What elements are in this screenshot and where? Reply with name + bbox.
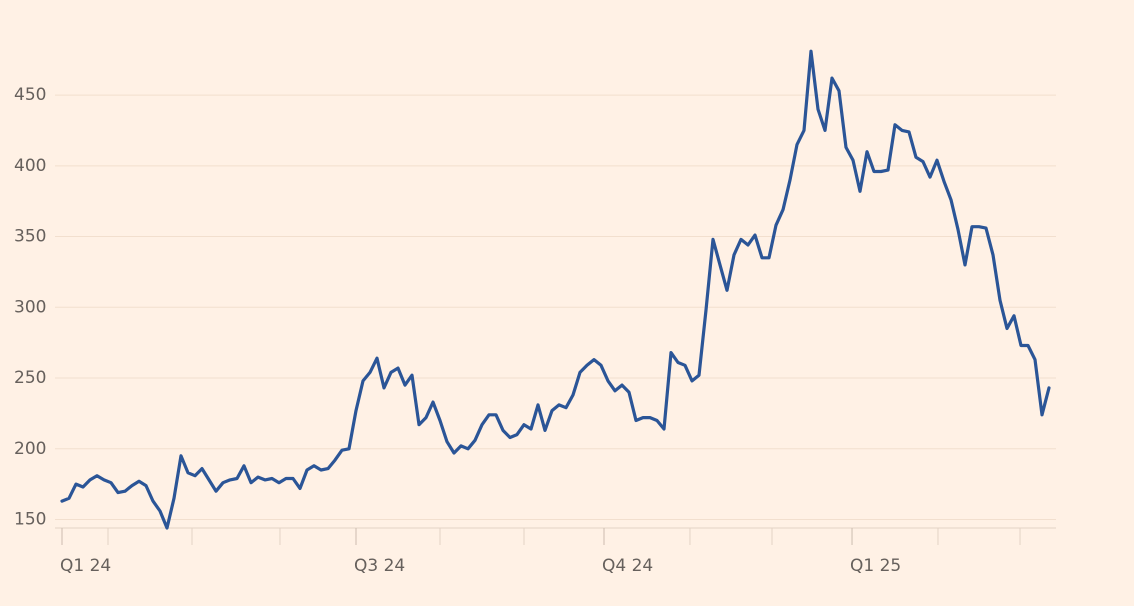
y-tick-label: 200: [14, 439, 46, 459]
y-tick-label: 300: [14, 297, 46, 317]
y-tick-label: 350: [14, 227, 46, 247]
price-line: [60, 49, 1051, 530]
x-tick-label: Q3 24: [354, 556, 405, 576]
y-tick-label: 150: [14, 510, 46, 530]
x-tick-label: Q1 24: [60, 556, 111, 576]
y-tick-label: 250: [14, 368, 46, 388]
x-tick-label: Q4 24: [602, 556, 653, 576]
y-tick-label: 400: [14, 156, 46, 176]
y-tick-label: 450: [14, 85, 46, 105]
x-tick-label: Q1 25: [850, 556, 901, 576]
